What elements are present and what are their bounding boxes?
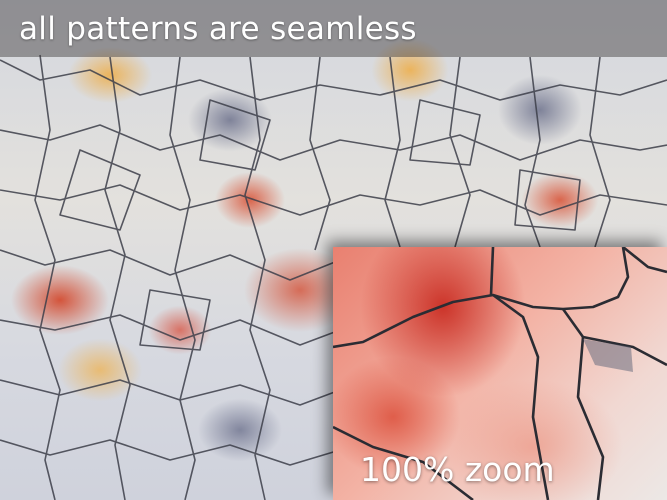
banner-title: all patterns are seamless bbox=[19, 10, 417, 47]
title-banner: all patterns are seamless bbox=[0, 0, 667, 57]
zoom-label: 100% zoom bbox=[360, 450, 555, 489]
zoom-inset: 100% zoom bbox=[333, 247, 667, 500]
zoom-crack-lines bbox=[333, 247, 667, 500]
